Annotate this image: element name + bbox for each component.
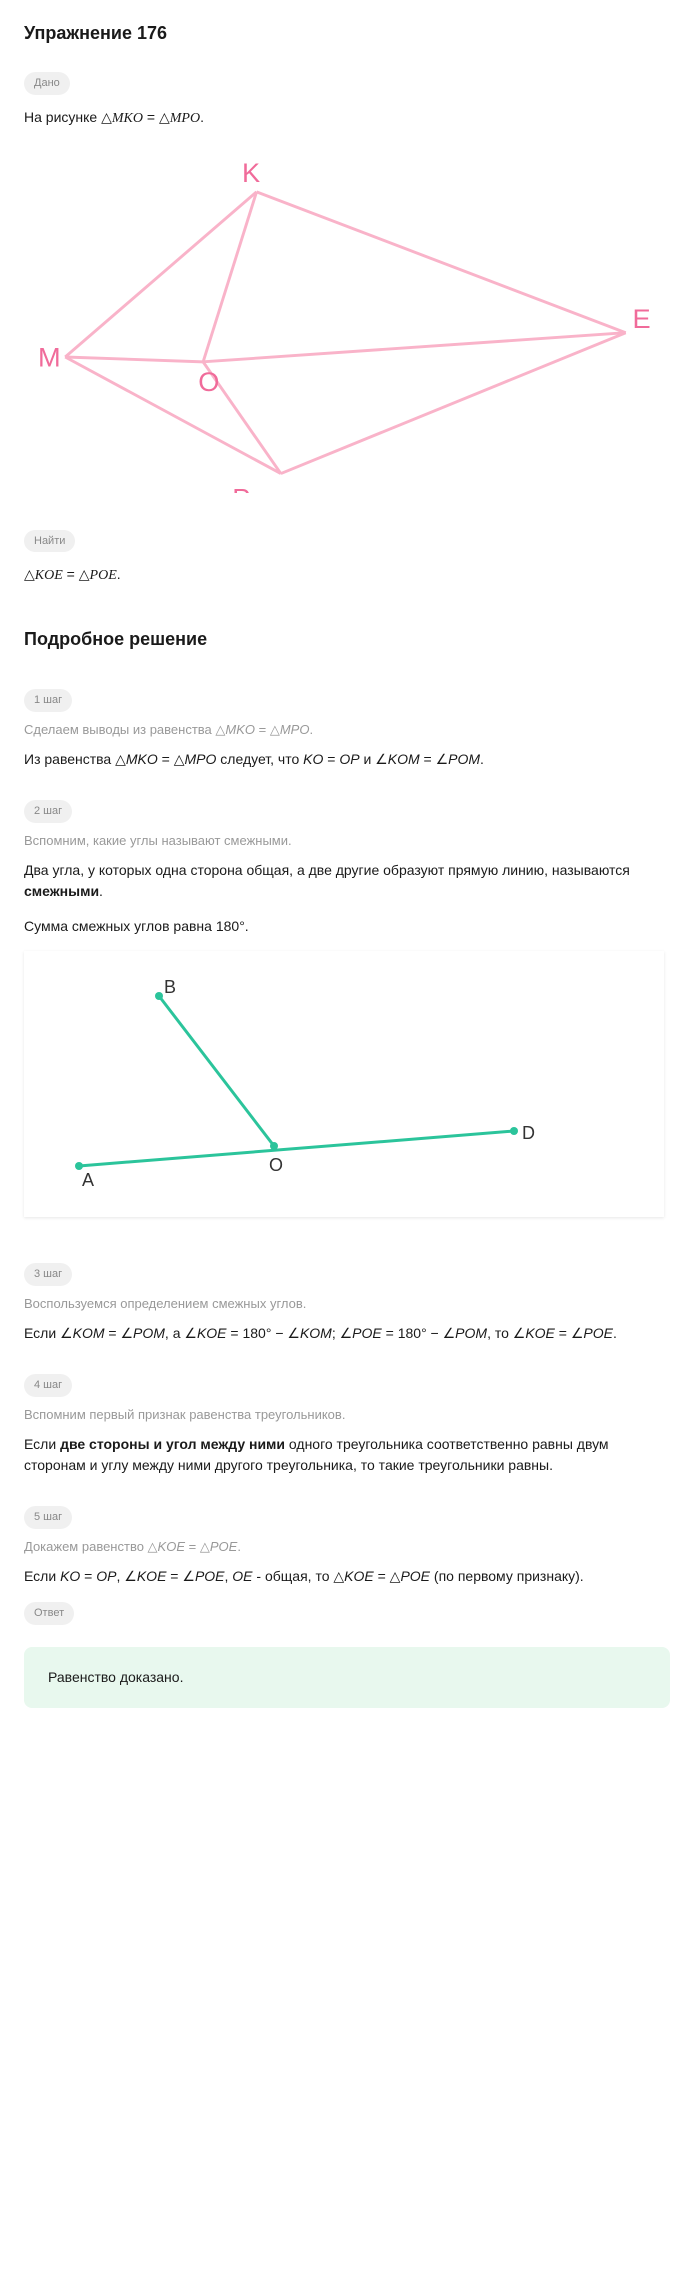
step-desc: Вспомним первый признак равенства треуго… xyxy=(24,1405,670,1425)
step-body: Если KO = OP, ∠KOE = ∠POE, OE - общая, т… xyxy=(24,1566,670,1587)
eq-op: = xyxy=(147,109,155,125)
find-right: POE xyxy=(90,568,117,583)
svg-text:O: O xyxy=(269,1155,283,1175)
find-text: △KOE = △POE. xyxy=(24,564,670,586)
triangle-icon: △ xyxy=(101,111,112,126)
step-extra: Сумма смежных углов равна 180°. xyxy=(24,916,670,937)
svg-text:D: D xyxy=(522,1123,535,1143)
svg-text:P: P xyxy=(232,482,250,492)
page-title: Упражнение 176 xyxy=(24,20,670,47)
given-text: На рисунке △MKO = △MPO. xyxy=(24,107,670,129)
answer-box: Равенство доказано. xyxy=(24,1647,670,1708)
step-chip: 5 шаг xyxy=(24,1506,72,1529)
find-left: KOE xyxy=(35,568,63,583)
step-desc: Докажем равенство △KOE = △POE. xyxy=(24,1537,670,1557)
triangle-icon: △ xyxy=(159,111,170,126)
diagram-mkope: K M O E P xyxy=(24,153,664,493)
given-prefix: На рисунке xyxy=(24,109,101,125)
svg-text:B: B xyxy=(164,977,176,997)
given-right: MPO xyxy=(170,111,200,126)
step-body: Если две стороны и угол между ними одног… xyxy=(24,1434,670,1476)
step-chip: 4 шаг xyxy=(24,1374,72,1397)
step-body: Из равенства △MKO = △MPO следует, что KO… xyxy=(24,749,670,770)
find-chip: Найти xyxy=(24,530,75,553)
step-body: Если ∠KOM = ∠POM, а ∠KOE = 180° − ∠KOM; … xyxy=(24,1323,670,1344)
step-chip: 1 шаг xyxy=(24,689,72,712)
step-body: Два угла, у которых одна сторона общая, … xyxy=(24,860,670,902)
given-left: MKO xyxy=(112,111,143,126)
step-desc: Сделаем выводы из равенства △MKO = △MPO. xyxy=(24,720,670,740)
step-chip: 3 шаг xyxy=(24,1263,72,1286)
svg-text:E: E xyxy=(633,302,651,333)
given-chip: Дано xyxy=(24,72,70,95)
svg-text:O: O xyxy=(198,366,219,397)
triangle-icon: △ xyxy=(79,568,90,583)
step-chip: 2 шаг xyxy=(24,800,72,823)
step-desc: Воспользуемся определением смежных углов… xyxy=(24,1294,670,1314)
triangle-icon: △ xyxy=(24,568,35,583)
diagram-adjacent-angles: A O D B xyxy=(24,951,664,1217)
solution-title: Подробное решение xyxy=(24,626,670,653)
eq-op: = xyxy=(67,566,75,582)
svg-text:A: A xyxy=(82,1170,94,1190)
step-desc: Вспомним, какие углы называют смежными. xyxy=(24,831,670,851)
answer-chip: Ответ xyxy=(24,1602,74,1625)
svg-text:M: M xyxy=(38,341,61,372)
svg-text:K: K xyxy=(242,157,260,188)
